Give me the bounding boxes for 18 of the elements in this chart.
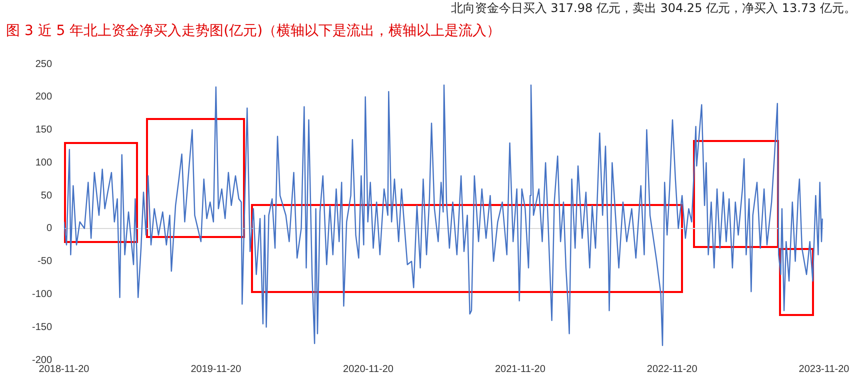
x-tick-label: 2018-11-20 bbox=[38, 364, 90, 375]
x-tick-label: 2022-11-20 bbox=[646, 364, 698, 375]
text: 北向资金今日买入 317.98 亿元，卖出 304.25 亿元，净买入 13.73 亿元。 bbox=[450, 0, 856, 17]
y-tick-label: -100 bbox=[32, 288, 52, 300]
y-tick-label: 50 bbox=[40, 190, 52, 202]
x-tick-label: 2019-11-20 bbox=[190, 364, 242, 375]
x-tick-label: 2023-11-20 bbox=[798, 364, 850, 375]
chart-title: 图 3 近 5 年北上资金净买入走势图(亿元)（横轴以下是流出，横轴以上是流入） bbox=[6, 22, 501, 40]
y-tick-label: 100 bbox=[35, 157, 52, 168]
y-tick-label: -200 bbox=[32, 354, 52, 366]
x-tick-label: 2020-11-20 bbox=[343, 364, 394, 375]
y-tick-label: 150 bbox=[35, 124, 52, 136]
y-tick-label: -150 bbox=[32, 322, 52, 333]
y-tick-label: 250 bbox=[35, 58, 52, 70]
y-tick-label: 200 bbox=[35, 92, 52, 103]
y-tick-label: 0 bbox=[46, 223, 52, 234]
x-tick-label: 2021-11-20 bbox=[494, 364, 546, 375]
y-tick-label: -50 bbox=[38, 256, 52, 268]
